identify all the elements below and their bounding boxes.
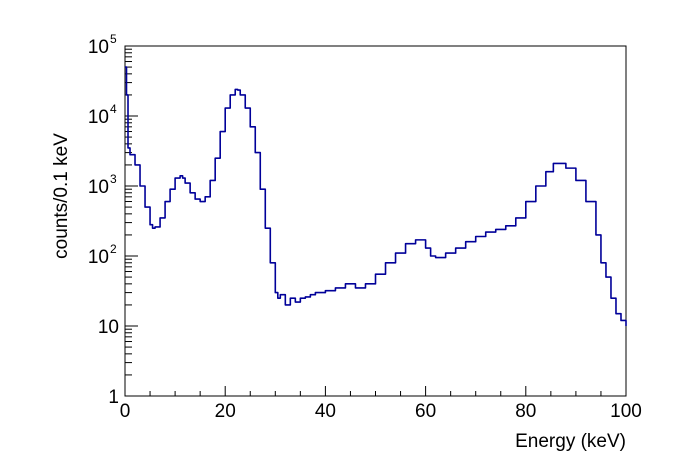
plot-frame <box>124 45 627 397</box>
x-tick-label: 60 <box>415 401 436 422</box>
x-tick-label: 80 <box>515 401 536 422</box>
x-tick-label: 40 <box>315 401 336 422</box>
x-axis-title: Energy (keV) <box>515 431 626 452</box>
x-tick-label: 20 <box>215 401 236 422</box>
y-tick-label: 10 <box>88 37 109 58</box>
y-tick-exponent: 2 <box>110 242 117 256</box>
y-tick-label: 1 <box>108 387 119 408</box>
x-tick-label: 100 <box>610 401 642 422</box>
y-axis-title: counts/0.1 keV <box>51 133 72 259</box>
y-tick-label: 10 <box>88 107 109 128</box>
y-tick-label: 10 <box>88 247 109 268</box>
y-tick-label: 10 <box>88 177 109 198</box>
x-axis: 0 20 40 60 80 100 <box>120 386 642 422</box>
y-tick-label: 10 <box>98 317 119 338</box>
y-tick-exponent: 3 <box>110 172 117 186</box>
spectrum-line <box>125 66 627 326</box>
x-tick-label: 0 <box>120 401 131 422</box>
y-tick-exponent: 5 <box>110 32 117 46</box>
y-tick-exponent: 4 <box>110 102 117 116</box>
